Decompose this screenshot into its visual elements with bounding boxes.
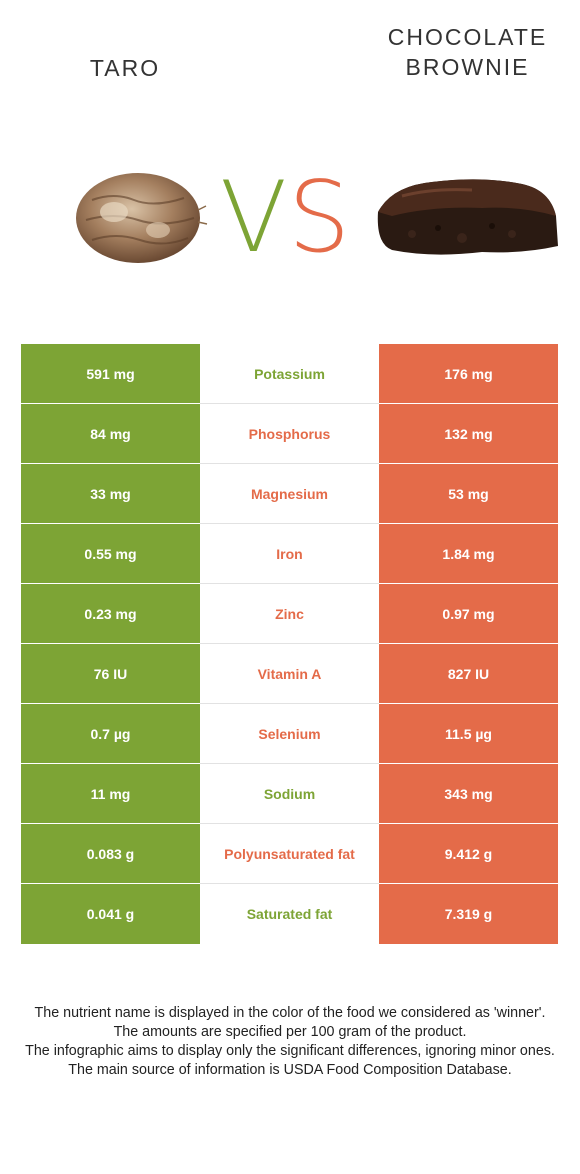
nutrient-name: Magnesium [200,464,379,524]
table-row: 84 mg Phosphorus 132 mg [21,404,558,464]
table-row: 11 mg Sodium 343 mg [21,764,558,824]
comparison-table: 591 mg Potassium 176 mg 84 mg Phosphorus 132 … [21,344,558,944]
table-row: 0.083 g Polyunsaturated fat 9.412 g [21,824,558,884]
footer-line-4: The main source of information is USDA F… [68,1062,512,1078]
vs-label: V S [220,168,360,268]
left-value: 33 mg [21,464,200,524]
left-value: 11 mg [21,764,200,824]
right-value: 132 mg [379,404,558,464]
left-value: 0.041 g [21,884,200,944]
nutrient-name: Vitamin A [200,644,379,704]
right-value: 176 mg [379,344,558,404]
right-value: 827 IU [379,644,558,704]
right-value: 1.84 mg [379,524,558,584]
vs-s-letter: S [288,161,351,275]
table-row: 0.23 mg Zinc 0.97 mg [21,584,558,644]
right-value: 343 mg [379,764,558,824]
table-row: 33 mg Magnesium 53 mg [21,464,558,524]
footer-notes: The nutrient name is displayed in the co… [20,1004,560,1080]
left-food-title: TARO [89,55,161,81]
right-value: 9.412 g [379,824,558,884]
right-food-title-line2: BROWNIE [405,54,530,80]
nutrient-name: Iron [200,524,379,584]
left-value: 0.55 mg [21,524,200,584]
right-food-title-line1: CHOCOLATE [387,24,548,50]
right-value: 53 mg [379,464,558,524]
table-row: 0.7 µg Selenium 11.5 µg [21,704,558,764]
table-row: 76 IU Vitamin A 827 IU [21,644,558,704]
right-value: 11.5 µg [379,704,558,764]
nutrient-name: Selenium [200,704,379,764]
nutrient-name: Zinc [200,584,379,644]
footer-line-3: The infographic aims to display only the… [25,1043,555,1059]
nutrient-name: Polyunsaturated fat [200,824,379,884]
left-value: 84 mg [21,404,200,464]
table-row: 0.55 mg Iron 1.84 mg [21,524,558,584]
nutrient-name: Potassium [200,344,379,404]
left-value: 76 IU [21,644,200,704]
left-value: 591 mg [21,344,200,404]
table-row: 591 mg Potassium 176 mg [21,344,558,404]
right-value: 0.97 mg [379,584,558,644]
brownie-image [377,179,558,255]
taro-image [76,173,208,263]
left-value: 0.23 mg [21,584,200,644]
left-value: 0.083 g [21,824,200,884]
table-row: 0.041 g Saturated fat 7.319 g [21,884,558,944]
vs-v-letter: V [220,161,288,275]
nutrient-name: Saturated fat [200,884,379,944]
nutrient-name: Sodium [200,764,379,824]
footer-line-1: The nutrient name is displayed in the co… [34,1005,546,1021]
nutrient-name: Phosphorus [200,404,379,464]
right-food-title: CHOCOLATE BROWNIE [340,22,580,82]
footer-line-2: The amounts are specified per 100 gram o… [113,1024,467,1040]
right-value: 7.319 g [379,884,558,944]
left-value: 0.7 µg [21,704,200,764]
